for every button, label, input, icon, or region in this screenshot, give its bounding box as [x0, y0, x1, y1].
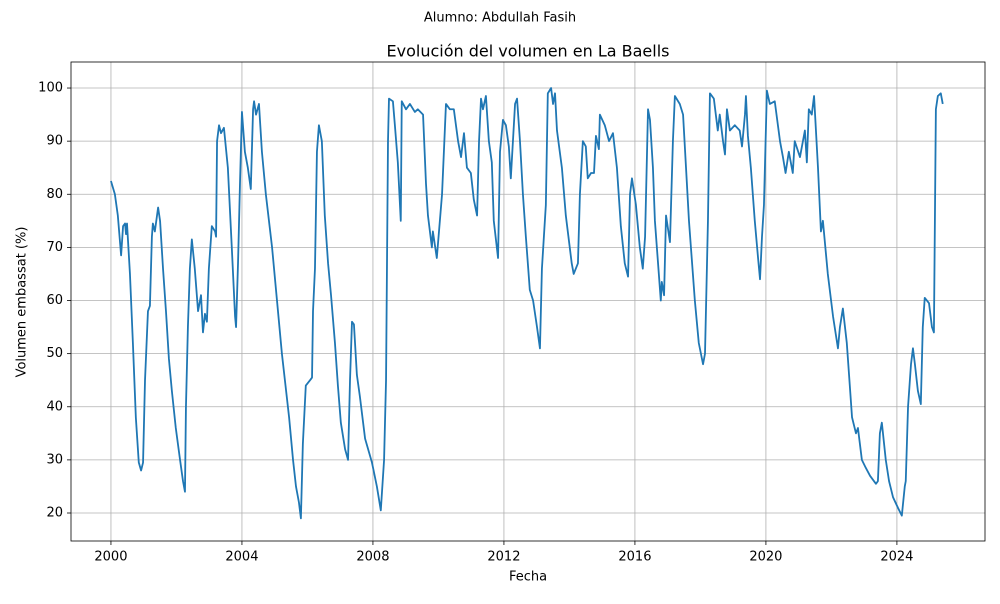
y-tick-label: 20 [46, 506, 63, 521]
x-axis-label: Fecha [509, 570, 547, 585]
y-tick-label: 30 [46, 452, 63, 467]
suptitle: Alumno: Abdullah Fasih [424, 11, 576, 26]
x-tick-label: 2004 [225, 550, 258, 565]
y-tick-label: 60 [46, 293, 63, 308]
x-tick-label: 2016 [618, 550, 651, 565]
chart-title: Evolución del volumen en La Baells [387, 42, 670, 61]
data-line [110, 87, 944, 520]
y-axis-label: Volumen embassat (%) [15, 227, 30, 378]
x-tick-label: 2020 [749, 550, 782, 565]
x-tick-label: 2024 [880, 550, 913, 565]
y-tick-label: 90 [46, 134, 63, 149]
y-tick-label: 70 [46, 240, 63, 255]
x-tick-label: 2008 [356, 550, 389, 565]
axes-frame [70, 61, 986, 542]
x-tick-label: 2012 [487, 550, 520, 565]
x-tick-label: 2000 [94, 550, 127, 565]
y-tick-label: 50 [46, 346, 63, 361]
y-tick-label: 40 [46, 399, 63, 414]
y-tick-label: 80 [46, 187, 63, 202]
y-tick-label: 100 [38, 81, 63, 96]
